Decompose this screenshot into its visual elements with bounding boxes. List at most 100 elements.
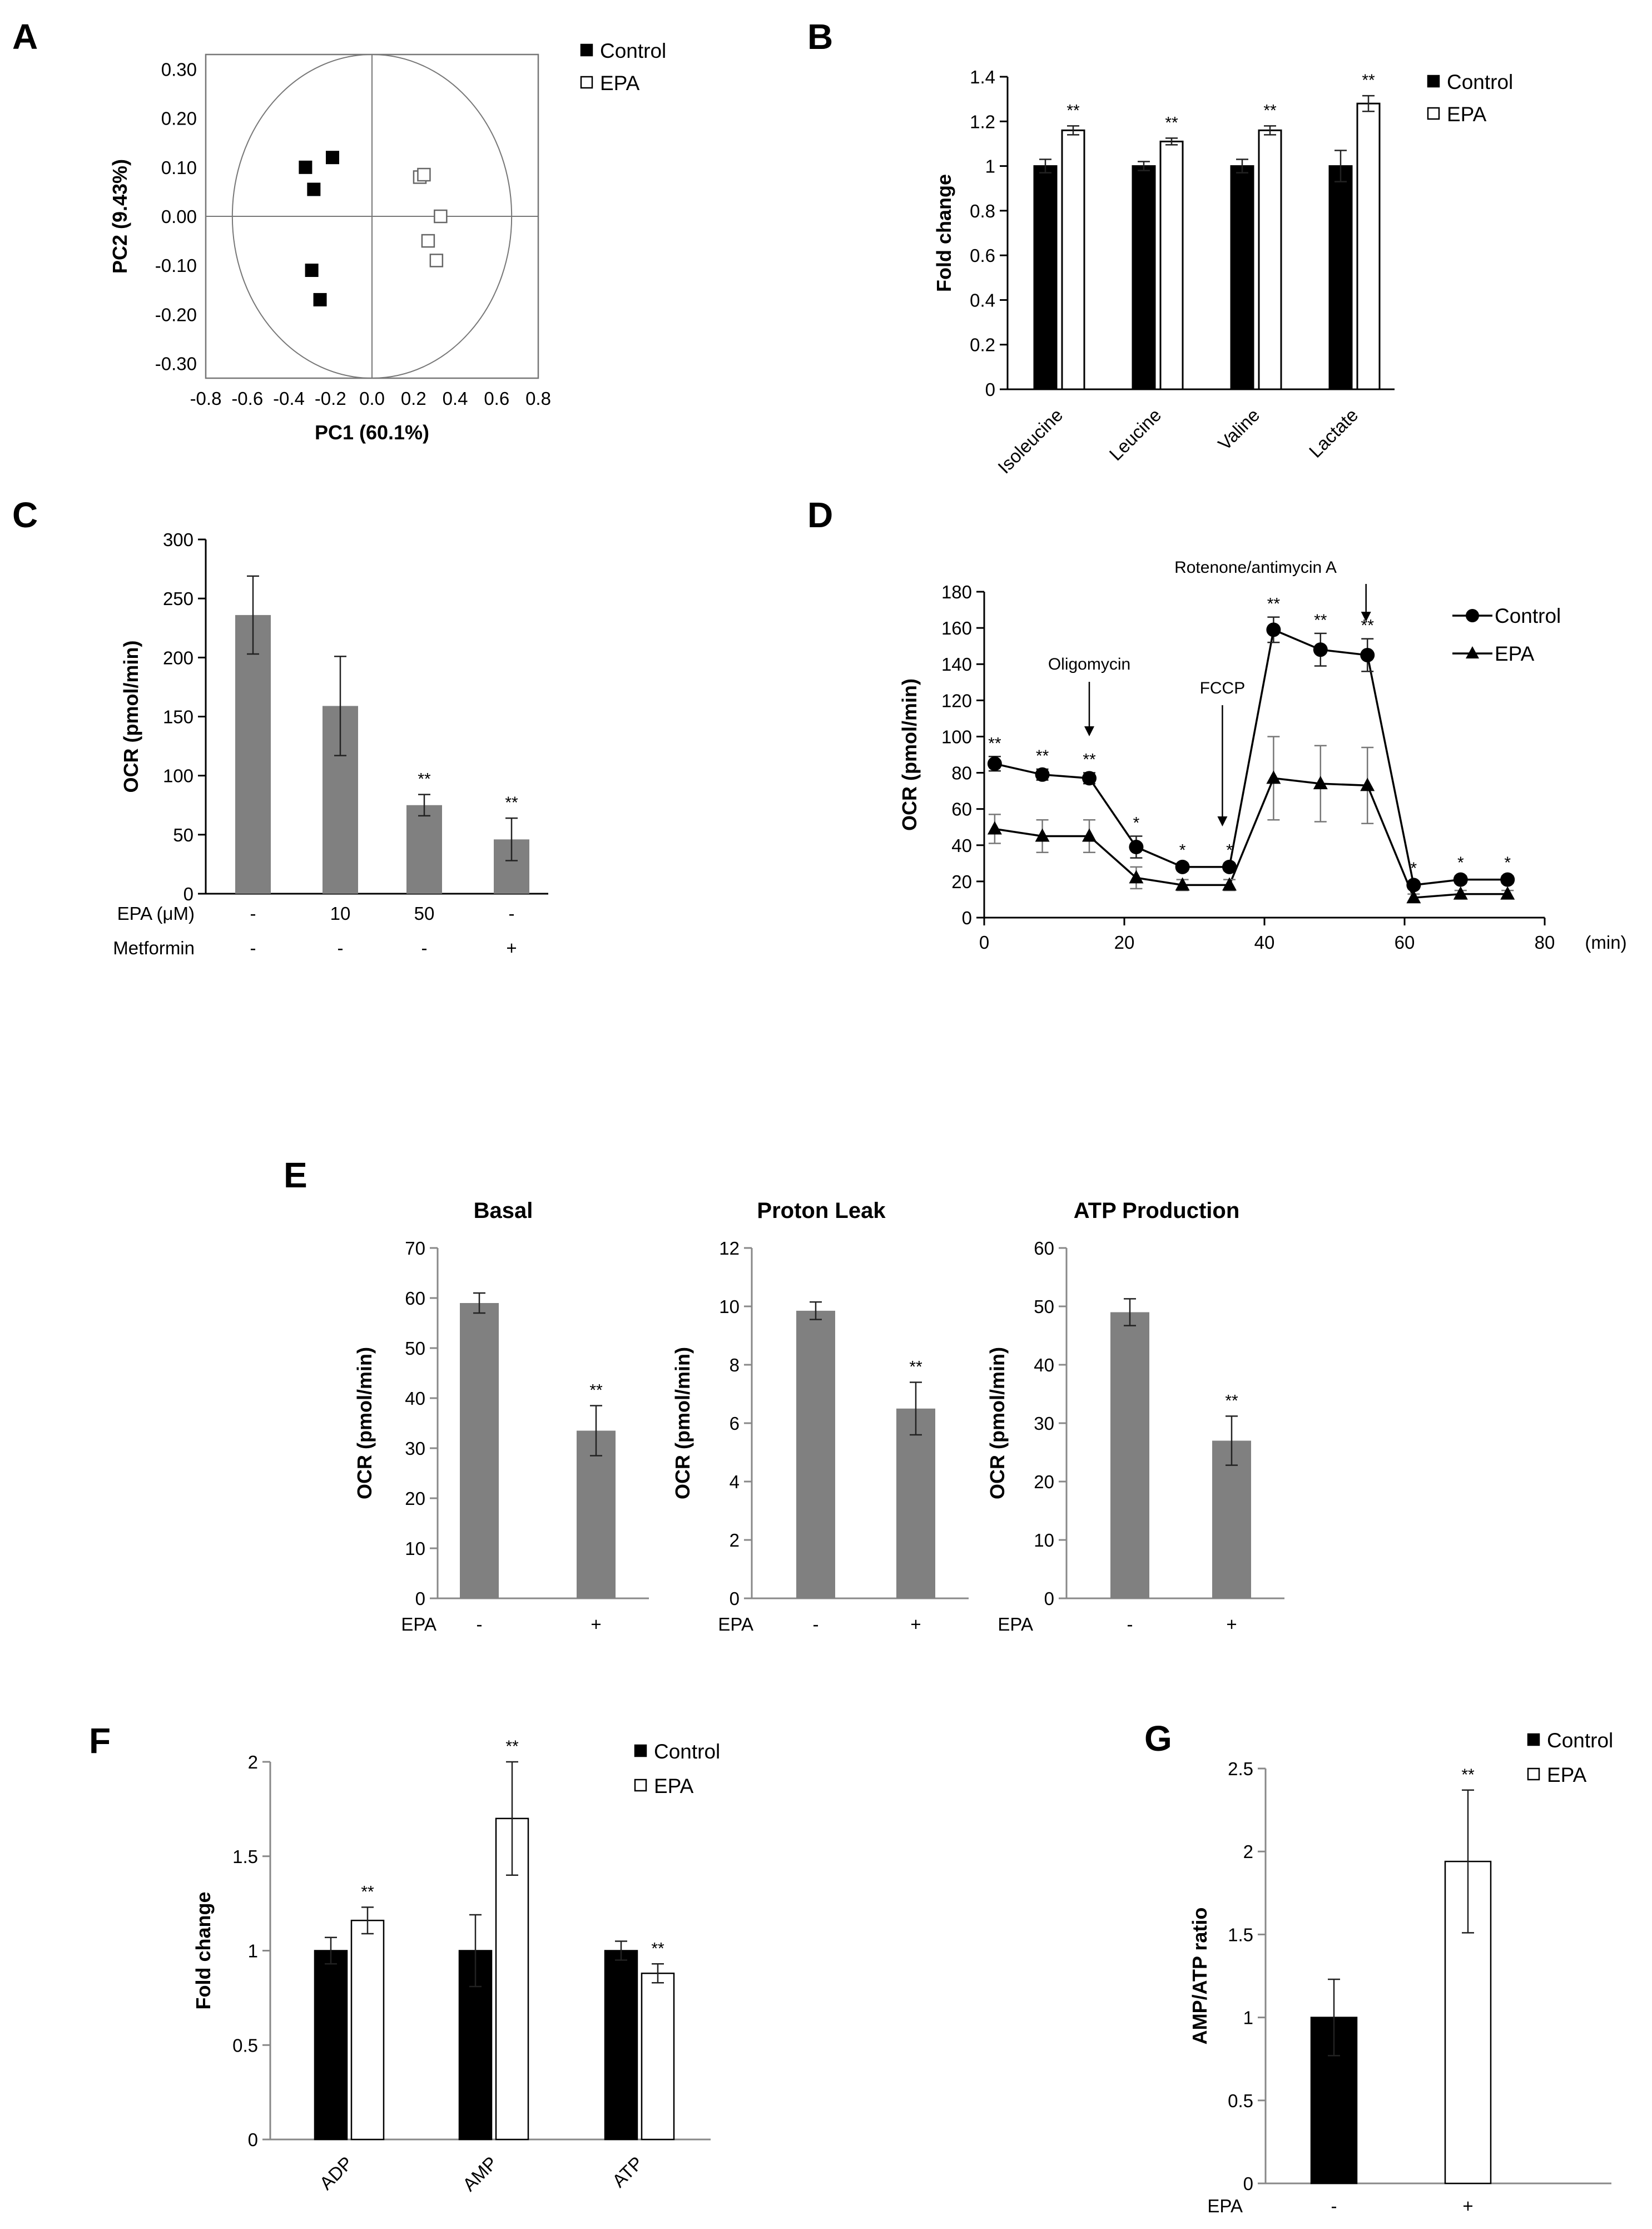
panel-B-significance: ** [1362,71,1375,90]
panel-D-arrowhead-rotenone [1361,612,1371,622]
panel-D-marker-epa [1222,877,1237,891]
panel-D-marker-epa [1175,877,1190,891]
panel-B-legend-label-control: Control [1447,71,1513,93]
panel-A-y-tick-label: -0.30 [155,354,197,374]
panel-C-row-label: EPA (μM) [117,903,195,924]
panel-G-category-label: + [1462,2196,1473,2216]
panel-D-x-tick-label: 0 [979,932,989,953]
panel-G-legend-swatch-control [1527,1733,1540,1746]
panel-D-significance: ** [1036,747,1049,765]
panel-E1-label: E [284,1155,307,1195]
panel-D-x-tick-label: 40 [1254,932,1275,953]
panel-G-y-tick-label: 2.5 [1228,1759,1253,1779]
panel-C-row-value: - [421,938,428,958]
panel-F-category-label: ATP [608,2152,647,2191]
panel-F-y-tick-label: 0 [248,2129,258,2150]
panel-D-x-tick-label: 80 [1535,932,1555,953]
panel-B-bar-epa [1258,129,1282,390]
panel-C-y-tick-label: 250 [163,588,194,609]
panel-D-significance: * [1179,841,1186,859]
panel-A-point-control [307,182,321,196]
panel-A-x-tick-label: 0.8 [525,388,551,409]
panel-C-row-label: Metformin [113,938,195,958]
panel-B-significance: ** [1165,113,1178,132]
panel-B-category-label: Valine [1214,404,1263,454]
panel-B-label: B [807,17,833,57]
panel-D-legend-label-epa: EPA [1495,642,1535,665]
panel-E2-y-tick-label: 8 [730,1355,740,1375]
panel-C-row-value: - [250,938,256,958]
panel-D-arrowhead-oligomycin [1084,726,1094,736]
panel-D-y-tick-label: 0 [962,908,972,928]
panel-E2-y-tick-label: 2 [730,1530,740,1551]
panel-A-x-tick-label: -0.6 [231,388,263,409]
panel-D-significance: ** [1083,751,1096,769]
panel-E3-y-tick-label: 60 [1034,1238,1054,1259]
panel-B-bar-epa [1356,102,1381,390]
panel-A-x-tick-label: 0.6 [484,388,509,409]
panel-D-marker-epa [1453,886,1468,900]
panel-E2-row-label: EPA [718,1614,753,1634]
panel-B-y-tick-label: 0.8 [970,201,995,221]
panel-G-y-tick-label: 0.5 [1228,2091,1253,2111]
panel-D-marker-epa [1129,870,1144,884]
panel-D-legend-label-control: Control [1495,605,1561,627]
panel-D-significance: * [1133,814,1140,833]
panel-D-marker-control [1266,622,1281,637]
panel-D-marker-epa [1313,776,1328,790]
panel-A-point-control [313,293,327,306]
panel-D-significance: ** [1361,617,1375,635]
panel-E3-y-tick-label: 40 [1034,1355,1054,1375]
panel-A-y-tick-label: 0.20 [161,108,197,129]
panel-A-y-tick-label: -0.10 [155,255,197,276]
panel-A-legend-label-control: Control [600,39,666,62]
panel-F-bar-control [604,1950,638,2141]
panel-A-legend-swatch-control [580,43,593,57]
panel-D-y-tick-label: 80 [951,763,972,784]
panel-B-y-tick-label: 0.6 [970,245,995,266]
panel-F-significance: ** [505,1737,519,1756]
panel-D-marker-control [987,756,1002,771]
panel-F-bar-control [314,1950,348,2141]
panel-E1-bar [577,1430,616,1598]
panel-A-x-tick-label: -0.8 [190,388,222,409]
panel-B-y-tick-label: 0.2 [970,335,995,355]
panel-A-x-tick-label: 0.0 [359,388,385,409]
panel-C-significance: ** [418,770,431,789]
panel-A-point-control [299,160,312,174]
panel-B-category-label: Leucine [1105,404,1165,464]
panel-D-y-tick-label: 180 [941,582,972,602]
panel-B-y-tick-label: 1.4 [970,67,995,87]
panel-D-significance: ** [1267,595,1281,613]
panel-D-y-tick-label: 20 [951,871,972,892]
panel-D-significance: * [1411,859,1417,878]
panel-G-y-tick-label: 0 [1243,2173,1253,2194]
panel-G-legend-swatch-epa [1527,1767,1540,1781]
panel-C-y-tick-label: 100 [163,766,194,786]
panel-F-category-label: AMP [459,2152,502,2195]
panel-D-marker-control [1360,647,1375,662]
panel-E1-significance: ** [589,1381,603,1400]
panel-A-point-control [305,264,319,277]
panel-E2-y-tick-label: 10 [719,1296,740,1317]
panel-E2-category-label: + [910,1614,921,1634]
panel-D-significance: ** [1314,611,1327,630]
panel-D-marker-epa [1266,770,1281,784]
panel-C-y-tick-label: 0 [183,884,194,904]
panel-C-y-axis-label: OCR (pmol/min) [120,641,142,793]
panel-E2-y-axis-label: OCR (pmol/min) [671,1347,694,1499]
panel-C-row-value: + [506,938,517,958]
panel-C-bar [235,615,271,894]
panel-E1-category-label: + [591,1614,601,1634]
panel-D-marker-control [1453,872,1468,887]
panel-A-label: A [12,17,38,57]
panel-F-legend-swatch-control [634,1744,647,1757]
panel-G-legend-label-epa: EPA [1547,1764,1587,1786]
panel-E1-row-label: EPA [401,1614,436,1634]
panel-D-marker-control [1129,840,1144,855]
panel-F-significance: ** [361,1883,374,1901]
panel-D-y-tick-label: 40 [951,835,972,856]
panel-D-y-axis-label: OCR (pmol/min) [898,678,921,831]
panel-E3-bar [1110,1312,1149,1598]
panel-D-legend-marker-epa [1466,646,1479,658]
